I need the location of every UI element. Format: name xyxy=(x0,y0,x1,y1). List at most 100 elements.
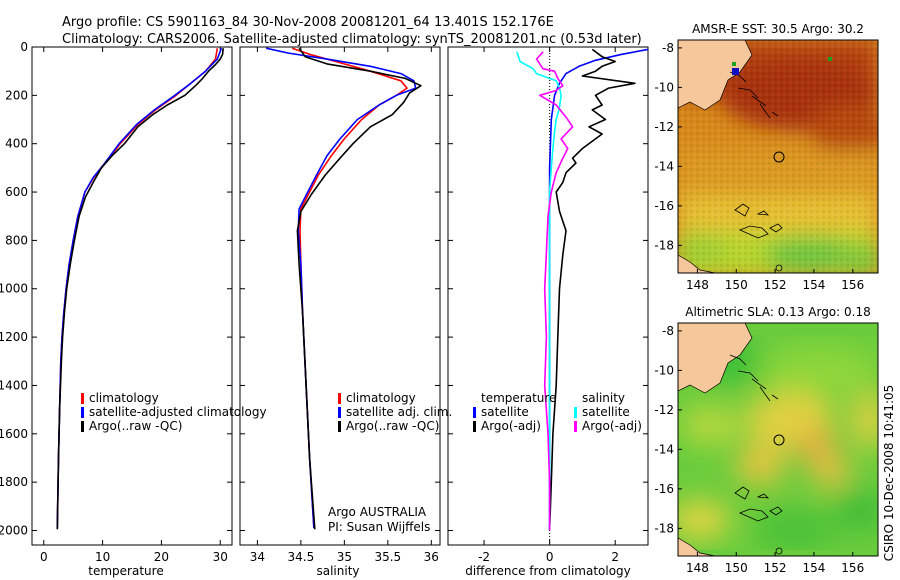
map-x-tick-label: 152 xyxy=(764,561,787,575)
y-tick-label: 1600 xyxy=(0,427,28,441)
sla-map-ticks: 148 150 152 154 156 -8 -10 -12 -14 -16 -18 xyxy=(654,324,864,575)
credit-argo-australia: Argo AUSTRALIA xyxy=(328,505,427,519)
sla-map-title: Altimetric SLA: 0.13 Argo: 0.18 xyxy=(685,305,870,319)
map-y-tick-label: -18 xyxy=(654,238,674,252)
x-tick-label: 0 xyxy=(546,550,554,564)
sla-land-new-guinea xyxy=(678,323,753,394)
sst-argo-marker xyxy=(732,68,739,75)
temperature-axes-frame xyxy=(31,46,233,546)
legend-marker-temp-argo xyxy=(473,421,476,432)
credit-pi: PI: Susan Wijffels xyxy=(328,520,430,534)
legend-title-temperature: temperature xyxy=(481,391,556,405)
y-tick-label: 0 xyxy=(20,40,28,54)
difference-axes-frame xyxy=(447,46,649,546)
map-x-tick-label: 148 xyxy=(686,278,709,292)
series-line-satellite-adj-clim- xyxy=(265,47,417,529)
map-x-tick-label: 154 xyxy=(802,278,825,292)
map-x-tick-label: 148 xyxy=(686,561,709,575)
difference-xlabel: difference from climatology xyxy=(465,564,631,578)
y-tick-label: 1000 xyxy=(0,282,28,296)
legend-marker-sal-sat xyxy=(574,407,577,418)
y-tick-label: 200 xyxy=(5,88,28,102)
legend-marker-satellite-adjusted xyxy=(81,407,84,418)
sst-map-ticks: 148 150 152 154 156 -8 -10 -12 -14 -16 -18 xyxy=(654,41,864,292)
legend-label-sal-argo-adj: Argo(-adj) xyxy=(582,419,642,433)
legend-label-satellite-adjusted: satellite-adjusted climatology xyxy=(89,405,267,419)
sla-land-australia xyxy=(678,537,716,556)
map-y-tick-label: -16 xyxy=(654,482,674,496)
map-y-tick-label: -10 xyxy=(654,80,674,94)
legend-marker-climatology xyxy=(81,393,84,404)
salinity-legend: climatology satellite adj. clim. Argo(..… xyxy=(338,391,452,433)
legend-label-sal-climatology: climatology xyxy=(346,391,416,405)
x-tick-label: 35.5 xyxy=(374,550,401,564)
salinity-panel: 34 34.5 35 35.5 36 salinity climatology sate… xyxy=(239,46,452,578)
legend-label-sal-argo: Argo(..raw -QC) xyxy=(346,419,439,433)
side-timestamp-label: CSIRO 10-Dec-2008 10:41:05 xyxy=(882,385,896,562)
y-tick-label: 400 xyxy=(5,137,28,151)
temperature-ticks: 0 10 20 30 0 200 400 600 800 1000 1200 1400 1600 1800… xyxy=(0,40,232,564)
sst-islands xyxy=(729,71,783,239)
map-y-tick-label: -8 xyxy=(662,324,674,338)
map-y-tick-label: -14 xyxy=(654,159,674,173)
series-line-argo-raw-qc- xyxy=(296,47,422,530)
legend-title-salinity: salinity xyxy=(582,391,625,405)
difference-profile-lines xyxy=(516,48,648,531)
series-line-temperature-satellite xyxy=(548,48,648,531)
x-tick-label: 30 xyxy=(213,550,228,564)
legend-marker-sal-climatology xyxy=(338,393,341,404)
x-tick-label: 35 xyxy=(337,550,352,564)
map-y-tick-label: -8 xyxy=(662,41,674,55)
map-x-tick-label: 150 xyxy=(725,278,748,292)
y-tick-label: 800 xyxy=(5,233,28,247)
map-y-tick-label: -10 xyxy=(654,363,674,377)
map-y-tick-label: -18 xyxy=(654,521,674,535)
x-tick-label: 34.5 xyxy=(288,550,315,564)
salinity-ticks: 34 34.5 35 35.5 36 xyxy=(240,46,440,564)
sst-map-frame xyxy=(677,39,879,274)
salinity-axes-frame xyxy=(239,46,441,546)
x-tick-label: 10 xyxy=(95,550,110,564)
y-tick-label: 1400 xyxy=(0,378,28,392)
legend-label-sal-satellite: satellite adj. clim. xyxy=(346,405,452,419)
map-x-tick-label: 156 xyxy=(841,561,864,575)
sst-profile-location xyxy=(773,151,785,163)
x-tick-label: 2 xyxy=(611,550,619,564)
header-line-1: Argo profile: CS 5901163_84 30-Nov-2008 … xyxy=(62,15,554,30)
sla-map-image xyxy=(678,323,878,556)
sst-map-panel: AMSR-E SST: 30.5 Argo: 30.2 xyxy=(654,22,879,292)
map-x-tick-label: 152 xyxy=(764,278,787,292)
temperature-panel: 0 10 20 30 0 200 400 600 800 1000 1200 1400 1600 1800… xyxy=(0,40,267,578)
y-tick-label: 2000 xyxy=(0,523,28,537)
temperature-xlabel: temperature xyxy=(88,564,163,578)
temperature-legend: climatology satellite-adjusted climatolo… xyxy=(81,391,267,433)
sst-map-image xyxy=(678,40,878,273)
sst-land-australia xyxy=(678,254,716,273)
y-tick-label: 1200 xyxy=(0,330,28,344)
difference-legend: temperature satellite Argo(-adj) salinit… xyxy=(473,391,642,433)
difference-ticks: -2 0 2 xyxy=(448,46,648,564)
y-tick-label: 1800 xyxy=(0,475,28,489)
difference-panel: -2 0 2 difference from climatology tempera… xyxy=(447,46,649,578)
map-y-tick-label: -16 xyxy=(654,199,674,213)
legend-marker-temp-satellite xyxy=(473,407,476,418)
map-y-tick-label: -14 xyxy=(654,442,674,456)
x-tick-label: 0 xyxy=(40,550,48,564)
y-tick-label: 600 xyxy=(5,185,28,199)
x-tick-label: 20 xyxy=(154,550,169,564)
series-line-satellite-adjusted-climatology xyxy=(56,47,223,529)
x-tick-label: 36 xyxy=(424,550,439,564)
temperature-profile-lines xyxy=(56,47,224,530)
sla-map-panel: Altimetric SLA: 0.13 Argo: 0.18 xyxy=(654,305,879,575)
salinity-xlabel: salinity xyxy=(316,564,359,578)
series-line-climatology xyxy=(56,48,219,529)
legend-marker-sal-argo xyxy=(338,421,341,432)
legend-label-sal-sat: satellite xyxy=(582,405,630,419)
x-tick-label: 34 xyxy=(250,550,265,564)
map-y-tick-label: -12 xyxy=(654,120,674,134)
legend-label-argo: Argo(..raw -QC) xyxy=(89,419,182,433)
map-y-tick-label: -12 xyxy=(654,403,674,417)
sst-map-title: AMSR-E SST: 30.5 Argo: 30.2 xyxy=(692,22,864,36)
series-line-salinity-satellite xyxy=(516,51,562,531)
